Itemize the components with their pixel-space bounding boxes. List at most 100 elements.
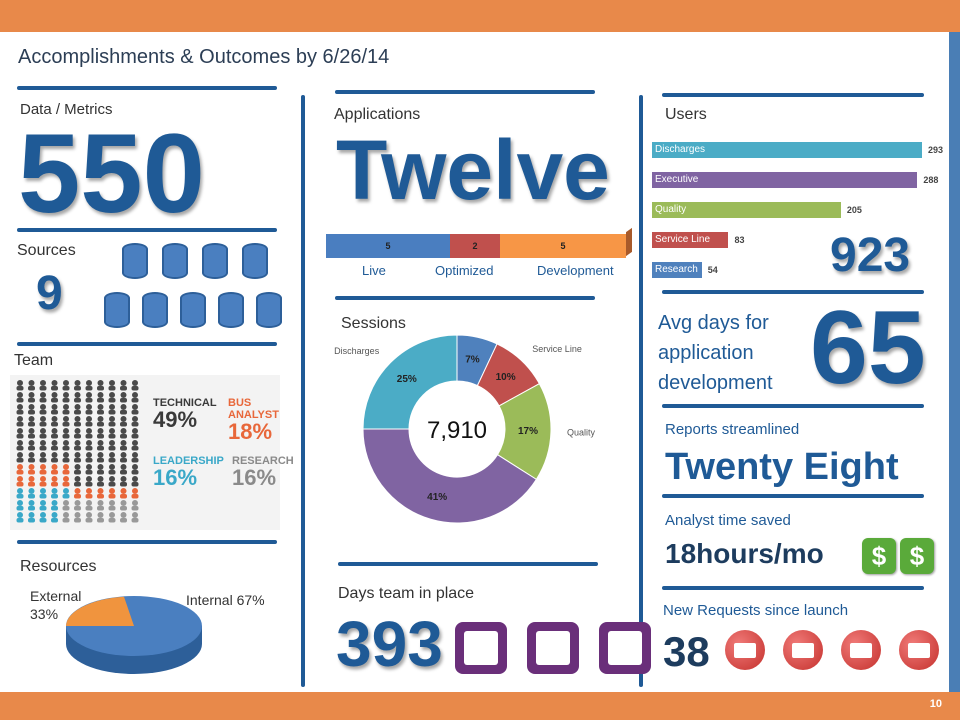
- days-team-value: 393: [336, 608, 443, 680]
- resources-external-label: External: [30, 588, 82, 604]
- person-icon: [28, 500, 35, 506]
- dollar-icon: $: [900, 538, 934, 574]
- resources-external-pct: 33%: [30, 606, 59, 622]
- person-icon: [17, 428, 23, 434]
- users-bar-research: Research: [652, 262, 702, 278]
- person-icon: [74, 464, 81, 470]
- person-body: [97, 386, 104, 391]
- person-icon: [86, 404, 92, 410]
- person-body: [51, 446, 58, 451]
- person-body: [131, 506, 139, 511]
- users-bar-row: Research 54: [652, 262, 718, 278]
- person-icon: [40, 452, 46, 458]
- divider-line: [335, 296, 595, 300]
- avg-days-value: 65: [810, 290, 926, 406]
- resources-internal-label: Internal 67%: [186, 592, 265, 608]
- database-icon: [142, 292, 168, 328]
- person-icon: [120, 476, 127, 482]
- person-body: [120, 422, 127, 427]
- person-icon: [40, 476, 46, 482]
- person-body: [28, 422, 35, 427]
- person-icon: [86, 428, 92, 434]
- users-bar-value: 83: [734, 235, 745, 245]
- person-body: [16, 482, 24, 487]
- person-body: [85, 434, 93, 439]
- person-icon: [40, 464, 46, 470]
- person-body: [97, 494, 104, 499]
- person-body: [120, 482, 127, 487]
- donut-pct-label: 25%: [397, 374, 417, 385]
- person-icon: [97, 464, 104, 470]
- reports-value: Twenty Eight: [665, 446, 899, 488]
- person-icon: [97, 380, 104, 386]
- person-body: [28, 494, 35, 499]
- person-icon: [120, 416, 127, 422]
- page-title: Accomplishments & Outcomes by 6/26/14: [18, 46, 390, 68]
- person-icon: [63, 380, 69, 386]
- person-icon: [74, 392, 81, 398]
- users-bar-row: Executive 288: [652, 172, 938, 188]
- team-role-research: RESEARCH 16%: [232, 455, 294, 490]
- person-body: [74, 470, 81, 475]
- database-icon: [202, 243, 228, 279]
- donut-hole: [410, 382, 504, 476]
- person-icon: [63, 452, 69, 458]
- person-body: [39, 386, 47, 391]
- person-body: [85, 386, 93, 391]
- person-icon: [109, 380, 115, 386]
- resources-label: Resources: [20, 558, 97, 575]
- database-icons-row1: [122, 243, 268, 279]
- users-bar-row: Quality 205: [652, 202, 862, 218]
- person-body: [85, 482, 93, 487]
- person-body: [74, 446, 81, 451]
- person-icon: [51, 392, 58, 398]
- person-body: [131, 494, 139, 499]
- bar-3d-edge: [626, 227, 632, 257]
- person-body: [85, 470, 93, 475]
- person-icon: [74, 380, 81, 386]
- person-body: [74, 398, 81, 403]
- mail-icon: [725, 630, 765, 670]
- person-body: [85, 446, 93, 451]
- divider-right: [639, 95, 643, 687]
- person-body: [16, 386, 24, 391]
- person-body: [120, 434, 127, 439]
- person-body: [28, 446, 35, 451]
- person-icon: [97, 440, 104, 446]
- applications-stacked-bar: 5 2 5: [322, 227, 632, 260]
- person-body: [97, 410, 104, 415]
- person-body: [131, 482, 139, 487]
- person-body: [108, 398, 116, 403]
- person-body: [120, 410, 127, 415]
- person-icon: [86, 488, 92, 494]
- person-body: [28, 482, 35, 487]
- person-icon: [28, 488, 35, 494]
- app-legend-optimized: Optimized: [435, 263, 494, 278]
- person-icon: [120, 440, 127, 446]
- person-icon: [51, 488, 58, 494]
- person-body: [16, 494, 24, 499]
- database-icon: [122, 243, 148, 279]
- team-role-technical: TECHNICAL 49%: [153, 397, 217, 432]
- dollar-icon: $: [862, 538, 896, 574]
- person-body: [39, 506, 47, 511]
- person-icon: [97, 428, 104, 434]
- person-body: [28, 470, 35, 475]
- person-body: [120, 470, 127, 475]
- person-body: [62, 422, 70, 427]
- person-icon: [132, 452, 138, 458]
- person-body: [74, 506, 81, 511]
- person-body: [62, 494, 70, 499]
- requests-label: New Requests since launch: [663, 602, 849, 619]
- person-icon: [109, 392, 115, 398]
- person-body: [120, 518, 127, 523]
- person-icon: [120, 404, 127, 410]
- person-body: [51, 482, 58, 487]
- person-body: [120, 506, 127, 511]
- person-body: [39, 518, 47, 523]
- person-icon: [17, 416, 23, 422]
- person-icon: [28, 452, 35, 458]
- person-body: [108, 470, 116, 475]
- person-body: [62, 386, 70, 391]
- person-icon: [40, 380, 46, 386]
